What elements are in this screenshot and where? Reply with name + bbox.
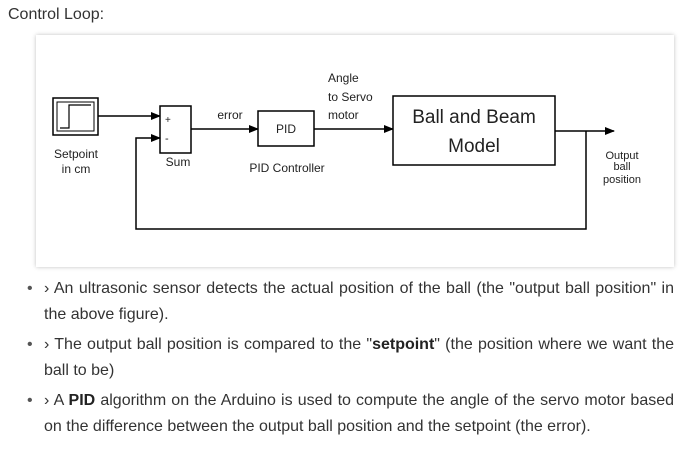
control-loop-figure: Setpoint in cm + - Sum error PID PID Con… bbox=[36, 35, 674, 267]
bullet-bold-term: setpoint bbox=[372, 336, 435, 353]
list-item: • › The output ball position is compared… bbox=[24, 332, 674, 384]
output-label-line1: Output bbox=[605, 150, 638, 162]
model-label-line2: Model bbox=[448, 136, 500, 157]
setpoint-label-line2: in cm bbox=[62, 162, 91, 176]
pid-controller-caption: PID Controller bbox=[249, 161, 324, 175]
bullet-dot: • bbox=[27, 336, 33, 353]
bullet-text: An ultrasonic sensor detects the actual … bbox=[44, 280, 675, 323]
bullet-dot: • bbox=[27, 392, 33, 409]
bullet-text-after: algorithm on the Arduino is used to comp… bbox=[44, 392, 675, 435]
list-item: • › A PID algorithm on the Arduino is us… bbox=[24, 388, 674, 440]
bullet-text-before: The output ball position is compared to … bbox=[54, 336, 373, 353]
section-heading: Control Loop: bbox=[8, 6, 105, 23]
bullet-bold-term: PID bbox=[68, 392, 96, 409]
pid-block-label: PID bbox=[276, 122, 296, 136]
setpoint-source-block bbox=[52, 97, 99, 136]
sum-plus-sign: + bbox=[165, 115, 171, 126]
bullet-marker: › bbox=[44, 392, 50, 409]
bullet-marker: › bbox=[44, 280, 50, 297]
list-item: • › An ultrasonic sensor detects the act… bbox=[24, 276, 674, 328]
angle-label-line2: to Servo bbox=[328, 90, 373, 104]
bullet-text-before: A bbox=[53, 392, 69, 409]
sum-block bbox=[159, 105, 192, 154]
error-label: error bbox=[217, 108, 242, 122]
angle-label-line3: motor bbox=[328, 108, 359, 122]
output-label-line2: ball bbox=[613, 161, 630, 173]
bullet-text-after: " (the position where we want the ball t… bbox=[44, 336, 675, 379]
sum-label: Sum bbox=[166, 155, 191, 169]
ball-and-beam-model-block bbox=[392, 95, 556, 166]
output-label-line3: position bbox=[603, 174, 641, 186]
explanation-list: • › An ultrasonic sensor detects the act… bbox=[24, 276, 674, 444]
angle-label-line1: Angle bbox=[328, 71, 359, 85]
sum-minus-sign: - bbox=[165, 133, 169, 145]
bullet-dot: • bbox=[27, 280, 33, 297]
block-diagram: Setpoint in cm + - Sum error PID PID Con… bbox=[52, 71, 641, 230]
bullet-marker: › bbox=[44, 336, 50, 353]
feedback-loop-line bbox=[135, 131, 587, 230]
model-label-line1: Ball and Beam bbox=[412, 107, 536, 128]
setpoint-label-line1: Setpoint bbox=[54, 147, 99, 161]
